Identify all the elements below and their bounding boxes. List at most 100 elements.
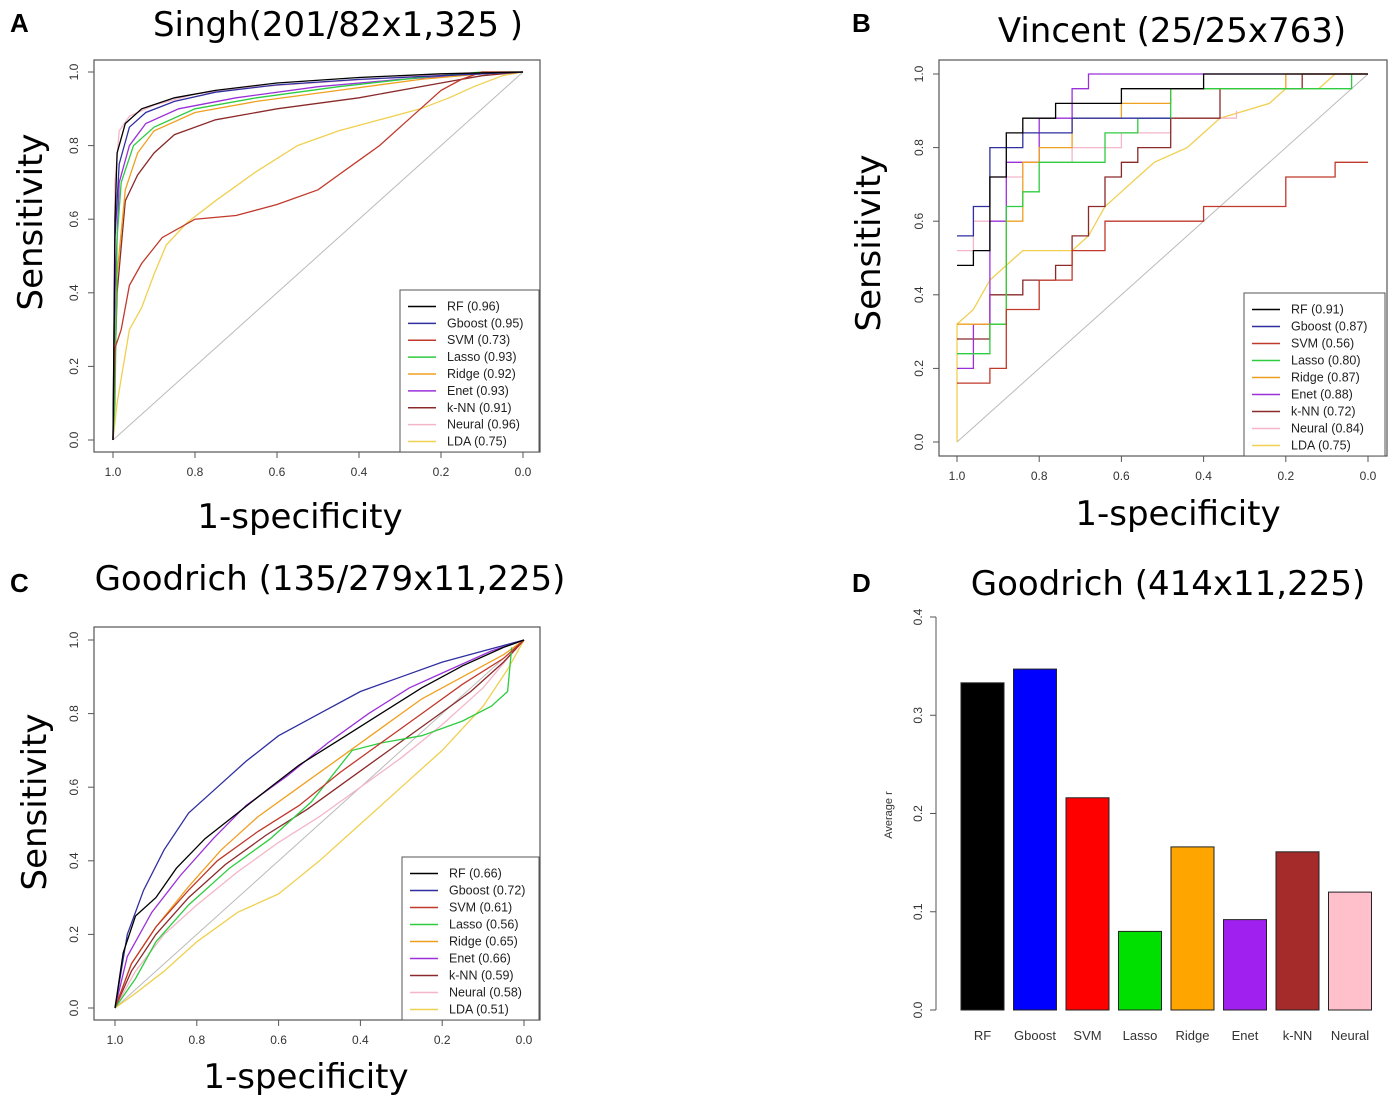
roc-line-k-nn xyxy=(112,71,524,441)
y-tick-label: 1.0 xyxy=(67,63,81,80)
chart-title: Goodrich (414x11,225) xyxy=(971,564,1366,604)
bar-label-svm: SVM xyxy=(1073,1028,1101,1043)
bar-label-lasso: Lasso xyxy=(1123,1028,1158,1043)
x-axis-label: 1-specificity xyxy=(1075,494,1280,534)
legend-label-neural: Neural (0.84) xyxy=(1291,422,1364,436)
x-tick-label: 0.6 xyxy=(269,465,286,479)
panel-letter: C xyxy=(10,568,29,598)
roc-panel-a: A Singh(201/82x1,325 ) 1.0 0.8 0.6 0.4 0.2 0.0 0… xyxy=(10,5,541,537)
y-tick-label: 0.2 xyxy=(67,358,81,375)
x-tick-label: 0.4 xyxy=(351,465,368,479)
y-tick-label: 0.0 xyxy=(911,1001,925,1018)
y-tick-label: 0.6 xyxy=(67,779,81,796)
roc-line-k-nn xyxy=(114,639,525,1009)
roc-line-svm xyxy=(114,639,525,1009)
roc-panel-c: C Goodrich (135/279x11,225) 1.0 0.8 0.6 0.4 0.… xyxy=(10,559,565,1097)
y-tick-label: 0.4 xyxy=(911,608,925,625)
legend-label-rf: RF (0.96) xyxy=(447,299,500,313)
diagonal-reference-line xyxy=(112,71,524,441)
y-tick-label: 0.2 xyxy=(67,926,81,943)
x-tick-label: 0.8 xyxy=(1031,469,1048,483)
panel-letter: D xyxy=(852,568,871,598)
legend-label-gboost: Gboost (0.87) xyxy=(1291,320,1367,334)
x-tick-label: 0.2 xyxy=(434,1033,451,1047)
chart-title: Goodrich (135/279x11,225) xyxy=(95,559,566,599)
legend: RF (0.66) Gboost (0.72) SVM (0.61) Lasso (0… xyxy=(401,856,540,1021)
legend-label-k-nn: k-NN (0.59) xyxy=(449,969,514,983)
bar-ridge xyxy=(1170,846,1215,1011)
roc-line-lasso xyxy=(957,74,1353,355)
diagonal-reference-line xyxy=(114,639,525,1009)
diagonal-reference-line xyxy=(956,73,1369,443)
legend-label-lda: LDA (0.75) xyxy=(447,435,507,449)
roc-line-rf xyxy=(112,71,524,441)
panel-letter: B xyxy=(852,8,871,38)
legend-label-lasso: Lasso (0.93) xyxy=(447,350,516,364)
y-tick-label: 0.4 xyxy=(67,284,81,301)
legend-label-svm: SVM (0.73) xyxy=(447,333,510,347)
x-tick-label: 0.2 xyxy=(1277,469,1294,483)
y-tick-label: 0.8 xyxy=(67,705,81,722)
y-tick-label: 0.0 xyxy=(67,999,81,1016)
y-tick-label: 0.4 xyxy=(912,286,926,303)
roc-line-gboost xyxy=(114,639,525,1009)
legend-label-lasso: Lasso (0.56) xyxy=(449,918,518,932)
bar-label-rf: RF xyxy=(974,1028,991,1043)
legend-label-enet: Enet (0.93) xyxy=(447,384,509,398)
roc-line-svm xyxy=(112,71,523,441)
roc-line-lasso xyxy=(114,647,513,1009)
x-tick-label: 0.0 xyxy=(1360,469,1377,483)
y-tick-label: 0.2 xyxy=(911,805,925,822)
bar-label-ridge: Ridge xyxy=(1176,1028,1210,1043)
y-tick-label: 0.0 xyxy=(67,431,81,448)
bar-neural xyxy=(1328,891,1372,1011)
legend-label-svm: SVM (0.56) xyxy=(1291,337,1354,351)
bar-k-nn xyxy=(1275,851,1320,1011)
x-tick-label: 0.4 xyxy=(1195,469,1212,483)
x-tick-label: 0.0 xyxy=(516,1033,533,1047)
x-tick-label: 0.4 xyxy=(352,1033,369,1047)
legend-label-enet: Enet (0.88) xyxy=(1291,388,1353,402)
x-tick-label: 1.0 xyxy=(949,469,966,483)
panel-letter: A xyxy=(10,8,29,38)
y-tick-label: 0.1 xyxy=(911,903,925,920)
x-tick-label: 0.0 xyxy=(515,465,532,479)
roc-line-rf xyxy=(957,73,1368,267)
x-tick-label: 1.0 xyxy=(105,465,122,479)
y-tick-label: 0.4 xyxy=(67,852,81,869)
y-tick-label: 0.0 xyxy=(912,433,926,450)
roc-line-svm xyxy=(957,161,1368,384)
y-tick-label: 1.0 xyxy=(67,631,81,648)
roc-line-gboost xyxy=(112,71,524,441)
roc-line-ridge xyxy=(957,73,1368,325)
roc-line-lda xyxy=(956,73,1368,442)
roc-line-enet xyxy=(114,639,525,1009)
legend-label-neural: Neural (0.96) xyxy=(447,418,520,432)
x-tick-label: 1.0 xyxy=(107,1033,124,1047)
chart-title: Vincent (25/25x763) xyxy=(998,11,1346,51)
bar-gboost xyxy=(1013,668,1057,1011)
x-tick-label: 0.2 xyxy=(433,465,450,479)
chart-title: Singh(201/82x1,325 ) xyxy=(153,5,523,45)
legend-label-lda: LDA (0.75) xyxy=(1291,439,1351,453)
bar-panel-d: D Goodrich (414x11,225) 0.0 0.1 0.2 0.3 0.4 Ave… xyxy=(852,564,1372,1043)
bar-svm xyxy=(1065,797,1110,1011)
roc-line-k-nn xyxy=(957,73,1368,340)
legend-label-enet: Enet (0.66) xyxy=(449,952,511,966)
y-axis-label: Average r xyxy=(883,791,895,839)
y-tick-label: 1.0 xyxy=(912,65,926,82)
plot-frame xyxy=(93,626,541,1021)
y-tick-label: 0.3 xyxy=(911,707,925,724)
legend-label-ridge: Ridge (0.65) xyxy=(449,935,518,949)
legend-label-ridge: Ridge (0.87) xyxy=(1291,371,1360,385)
roc-line-neural xyxy=(114,639,525,1009)
bar-rf xyxy=(960,682,1005,1011)
roc-line-ridge xyxy=(112,71,524,441)
bar-enet xyxy=(1223,919,1267,1011)
legend-label-svm: SVM (0.61) xyxy=(449,901,512,915)
y-tick-label: 0.2 xyxy=(912,360,926,377)
legend-label-rf: RF (0.91) xyxy=(1291,303,1344,317)
legend-label-lasso: Lasso (0.80) xyxy=(1291,354,1360,368)
x-axis-label: 1-specificity xyxy=(203,1057,408,1097)
